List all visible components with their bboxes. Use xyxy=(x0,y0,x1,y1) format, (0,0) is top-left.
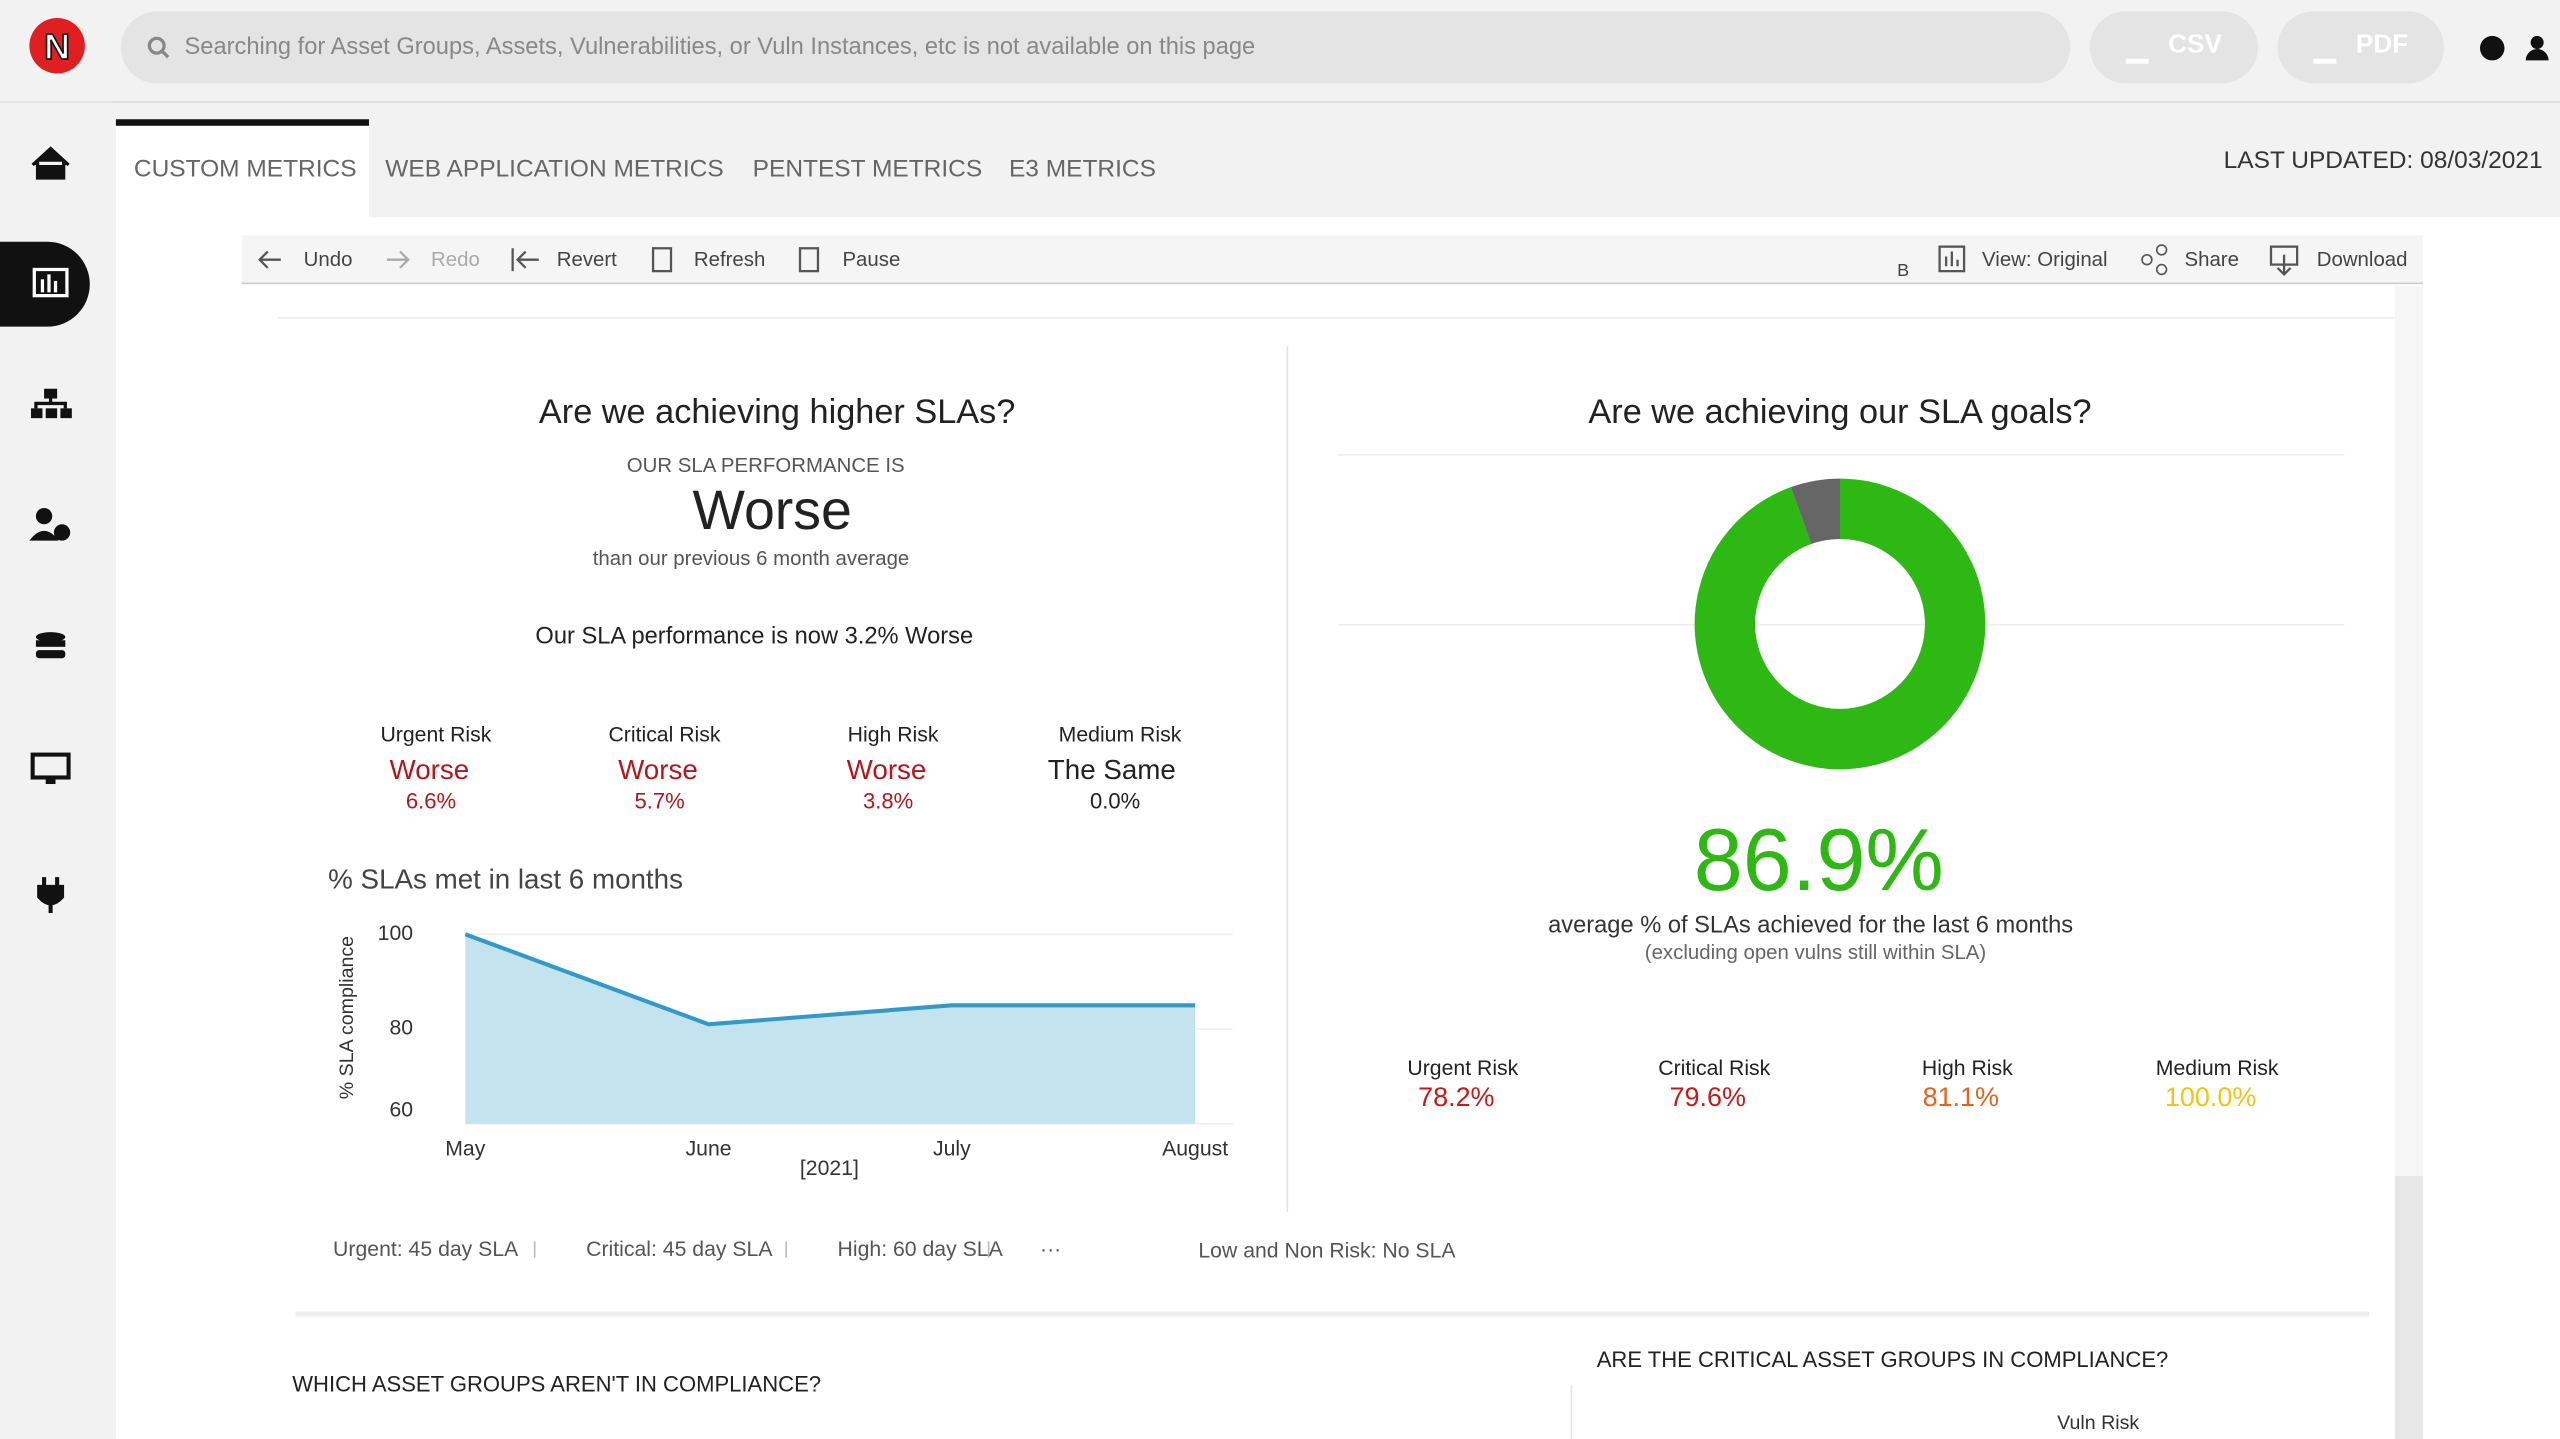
tab[interactable]: E3 METRICS xyxy=(1008,155,1156,183)
nav-icons xyxy=(29,146,72,914)
summary: Our SLA performance is now 3.2% Worse xyxy=(535,623,974,651)
perf-value: Worse xyxy=(692,480,852,543)
risk-name: Urgent Risk xyxy=(1407,1055,1519,1080)
risk-value: 81.1% xyxy=(1922,1082,2000,1113)
grid-line xyxy=(1338,454,2345,456)
divider xyxy=(277,316,2396,319)
perf-label: OUR SLA PERFORMANCE IS xyxy=(626,454,905,477)
pause[interactable]: Pause xyxy=(842,248,901,272)
download[interactable]: Download xyxy=(2316,248,2408,272)
line-chart: 60 80 100 May June July August [2021] % SLA comp… xyxy=(336,922,1233,1180)
risk-change: 0.0% xyxy=(1089,788,1141,814)
chart-title: % SLAs met in last 6 months xyxy=(328,864,683,896)
panel-title: Are we achieving higher SLAs? xyxy=(538,393,1016,432)
tab[interactable]: WEB APPLICATION METRICS xyxy=(385,155,724,183)
pdf-button[interactable]: PDF xyxy=(2277,11,2445,84)
risk-name: Medium Risk xyxy=(1058,721,1182,747)
low-note: Low and Non Risk: No SLA xyxy=(1198,1238,1456,1263)
refresh[interactable]: Refresh xyxy=(693,248,766,272)
y-tick-label: 60 xyxy=(389,1098,413,1121)
column-header: Vuln Risk xyxy=(2057,1411,2140,1435)
help-icon[interactable] xyxy=(2479,35,2505,61)
risk-status: Worse xyxy=(846,754,927,786)
risk-value: 78.2% xyxy=(1418,1082,1495,1113)
logo-text: N xyxy=(43,25,71,67)
section-title: WHICH ASSET GROUPS AREN'T IN COMPLIANCE? xyxy=(292,1372,822,1397)
redo[interactable]: Redo xyxy=(431,248,480,272)
sla-note: High: 60 day SLA xyxy=(837,1236,1003,1261)
donut-chart xyxy=(1694,478,1986,770)
logo[interactable]: N xyxy=(29,17,85,74)
big-value: 86.9% xyxy=(1693,811,1944,910)
share[interactable]: Share xyxy=(2184,248,2239,272)
area xyxy=(465,934,1196,1124)
csv-label: CSV xyxy=(2168,31,2222,59)
x-tick-label: May xyxy=(445,1137,485,1160)
content xyxy=(115,217,2560,1439)
view-original[interactable]: View: Original xyxy=(1982,248,2108,272)
divider xyxy=(1286,346,1289,1212)
separator xyxy=(785,1241,787,1258)
risk-change: 6.6% xyxy=(405,788,457,814)
tab[interactable]: CUSTOM METRICS xyxy=(133,155,357,183)
donut-segment xyxy=(1694,478,1986,770)
perf-sub: than our previous 6 month average xyxy=(592,547,910,571)
risk-status: The Same xyxy=(1047,754,1176,786)
last-updated: LAST UPDATED: 08/03/2021 xyxy=(2223,147,2543,175)
risk-name: High Risk xyxy=(1921,1055,2013,1080)
revert[interactable]: Revert xyxy=(556,248,617,272)
risk-status: Worse xyxy=(389,754,470,786)
toolbar-right-icons xyxy=(1938,244,2299,277)
search-icon xyxy=(147,36,170,59)
risk-name: Critical Risk xyxy=(608,721,721,747)
separator xyxy=(987,1241,990,1258)
x-tick-label: July xyxy=(933,1137,971,1160)
tab[interactable]: PENTEST METRICS xyxy=(752,155,983,183)
risk-value: 79.6% xyxy=(1669,1082,1746,1113)
csv-button[interactable]: CSV xyxy=(2089,11,2258,84)
csv-icon xyxy=(2125,33,2149,64)
nav-active[interactable] xyxy=(0,241,90,327)
scrollbar xyxy=(2395,285,2423,1439)
risk-value: 100.0% xyxy=(2164,1082,2257,1113)
separator xyxy=(533,1241,536,1258)
x-axis-label: [2021] xyxy=(800,1157,859,1180)
line xyxy=(464,932,1196,1027)
risk-name: Urgent Risk xyxy=(380,721,492,747)
divider xyxy=(295,1311,2369,1317)
sla-note: Critical: 45 day SLA xyxy=(586,1236,773,1261)
user-icon[interactable] xyxy=(2525,35,2549,61)
x-tick-label: June xyxy=(686,1137,732,1160)
sla-note: Urgent: 45 day SLA xyxy=(333,1236,519,1261)
sla-note: ··· xyxy=(1039,1236,1062,1261)
donut-segment xyxy=(1790,478,1842,545)
caption: average % of SLAs achieved for the last … xyxy=(1548,913,2074,940)
search-box[interactable]: Searching for Asset Groups, Assets, Vuln… xyxy=(120,11,2071,84)
search-placeholder: Searching for Asset Groups, Assets, Vuln… xyxy=(184,34,1256,61)
subcaption: (excluding open vulns still within SLA) xyxy=(1644,940,1987,964)
risk-name: Critical Risk xyxy=(1658,1055,1771,1080)
marker: B xyxy=(1897,261,1910,281)
risk-change: 5.7% xyxy=(634,788,685,814)
y-axis-label: % SLA compliance xyxy=(336,936,358,1099)
y-tick-label: 100 xyxy=(378,922,413,945)
panel-title: Are we achieving our SLA goals? xyxy=(1588,393,2092,432)
section-title: ARE THE CRITICAL ASSET GROUPS IN COMPLIA… xyxy=(1596,1347,2169,1373)
y-tick-label: 80 xyxy=(389,1017,413,1040)
toolbar-icons xyxy=(257,247,820,273)
grid-line xyxy=(1338,623,2345,626)
active-tab[interactable] xyxy=(115,119,369,224)
divider xyxy=(1570,1385,1573,1439)
risk-status: Worse xyxy=(618,754,698,786)
x-tick-label: August xyxy=(1162,1137,1228,1160)
risk-change: 3.8% xyxy=(863,788,914,814)
risk-name: High Risk xyxy=(847,721,939,747)
undo[interactable]: Undo xyxy=(303,248,353,272)
risk-name: Medium Risk xyxy=(2155,1055,2279,1080)
pdf-label: PDF xyxy=(2355,31,2409,59)
toolbar xyxy=(241,235,2423,285)
pdf-icon xyxy=(2313,33,2337,64)
